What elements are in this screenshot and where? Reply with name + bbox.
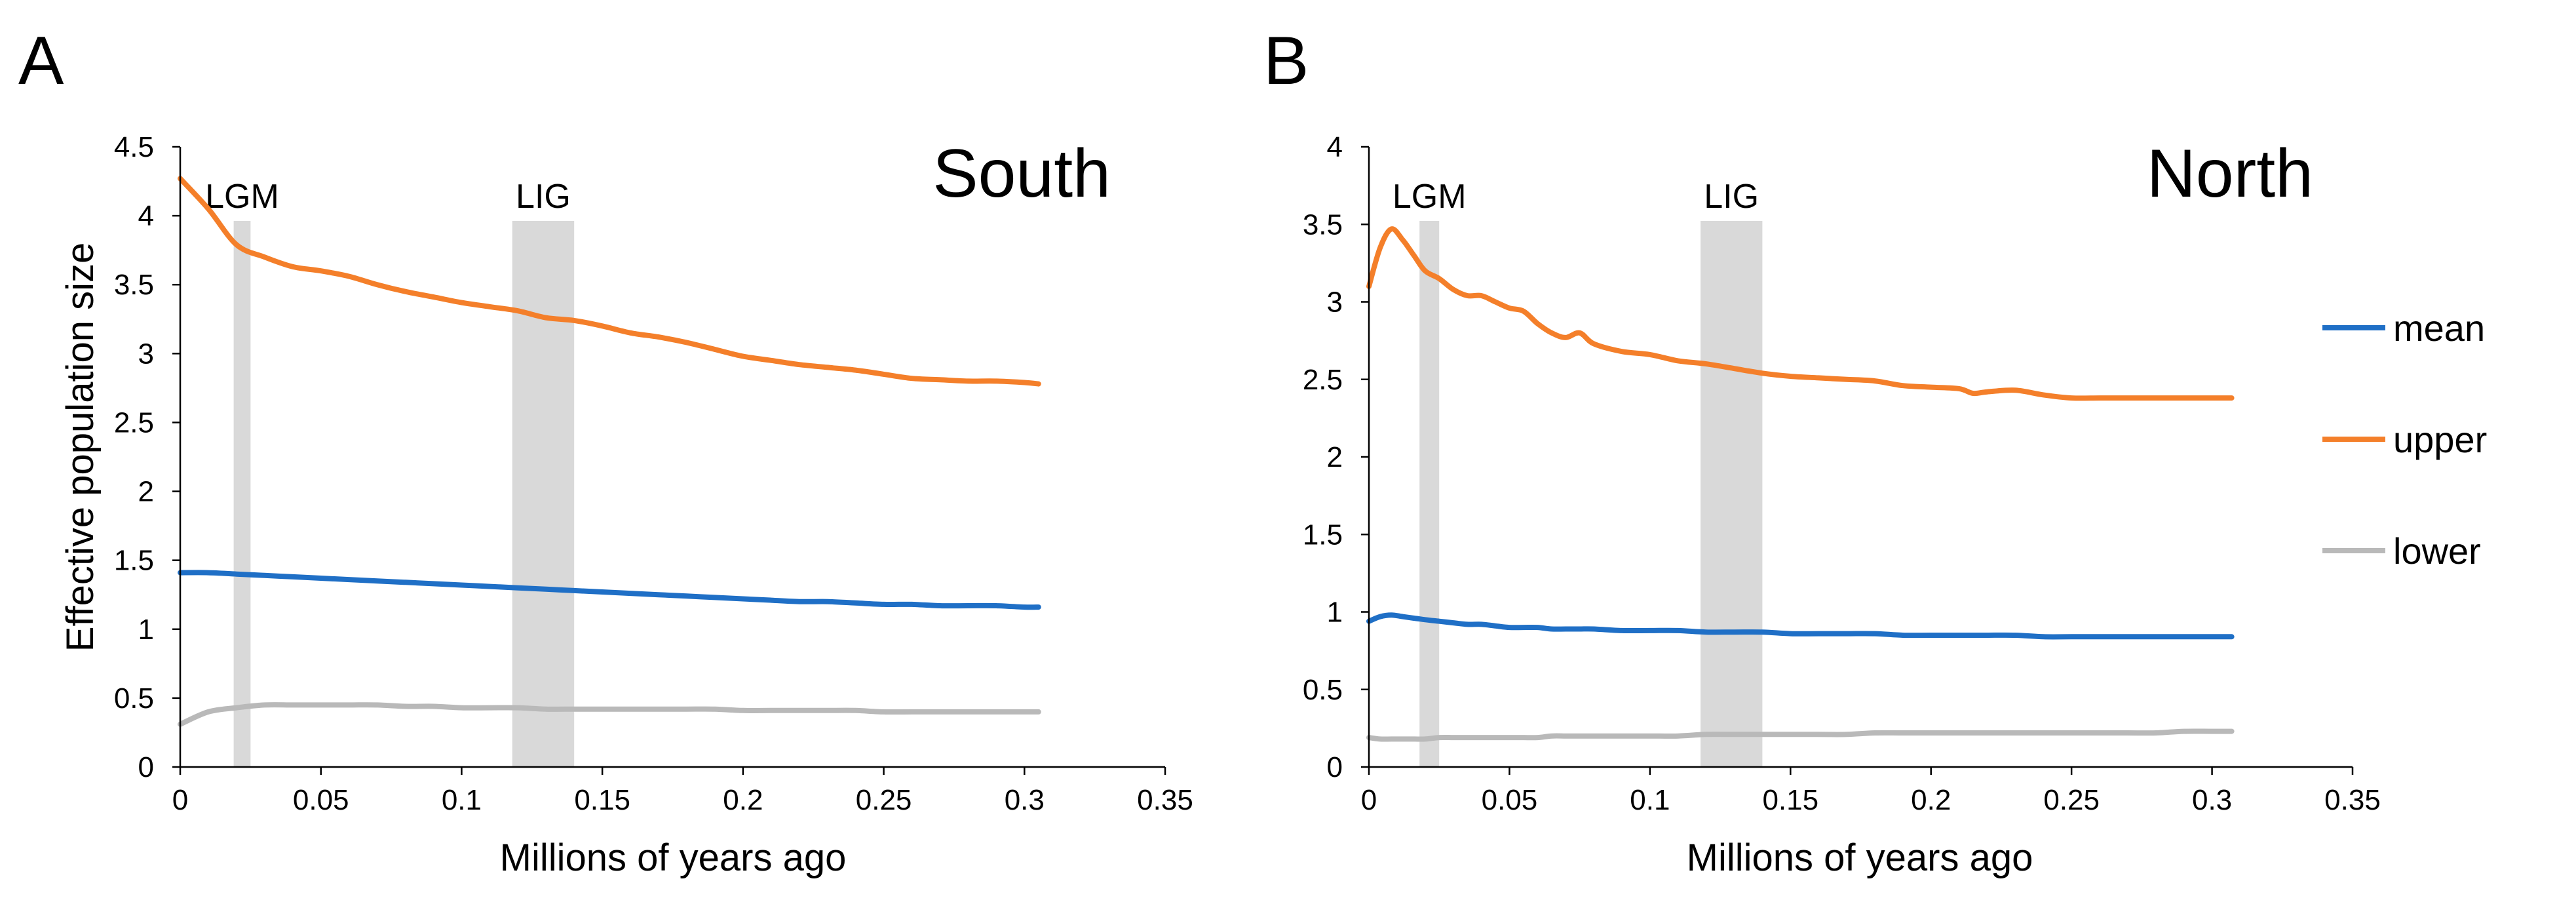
x-tick-label: 0.05 [1482,784,1538,816]
x-axis-label-south: Millions of years ago [500,836,847,879]
series-line-lower [178,702,1041,727]
x-tick-label: 0.15 [1762,784,1818,816]
series-line-mean [178,570,1041,610]
panel-letter-a: A [18,23,64,99]
x-tick-label: 0.3 [2192,784,2232,816]
chart-title-north: North [2147,136,2313,212]
series-line-upper [178,176,1041,387]
panel-south: A South Effective population size Millio… [18,23,1193,879]
x-tick-label: 0.2 [1911,784,1951,816]
y-tick-label: 3 [1327,286,1343,319]
y-tick-label: 2 [1327,441,1343,473]
legend-label-upper: upper [2393,419,2487,460]
y-tick-label: 1 [138,614,154,646]
band-label-lig: LIG [1704,178,1759,216]
y-tick-label: 2.5 [114,406,154,439]
x-tick-label: 0.05 [293,784,349,816]
x-tick-label: 0.25 [856,784,912,816]
x-tick-label: 0.15 [574,784,630,816]
x-tick-label: 0 [1361,784,1377,816]
y-tick-label: 0 [1327,751,1343,783]
band-label-lgm: LGM [205,178,279,216]
legend-label-mean: mean [2393,307,2485,349]
x-axis-label-north: Millions of years ago [1687,836,2033,879]
band-label-lgm: LGM [1393,178,1467,216]
series-lines-north [1366,226,2235,742]
panel-letter-b: B [1263,23,1309,99]
x-tick-label: 0.2 [723,784,763,816]
series-line-mean [1366,612,2235,640]
y-tick-label: 2.5 [1303,364,1343,396]
y-tick-label: 1.5 [1303,519,1343,551]
shaded-band-lig [512,221,575,767]
band-label-lig: LIG [516,178,571,216]
panel-north: B North Millions of years ago LGM LIG 0 0.… [1263,23,2381,879]
x-tick-label: 0.1 [1630,784,1670,816]
y-tick-label: 3.5 [114,269,154,301]
x-tick-label: 0 [172,784,188,816]
chart-title-south: South [932,136,1111,212]
axes-south: 0 0.5 1 1.5 2 2.5 3 3.5 4 4.5 0 0.05 0.1 0.15 0.2 0.25 0… [114,131,1193,816]
shaded-bands-north: LGM LIG [1393,178,1763,767]
y-tick-label: 4.5 [114,131,154,163]
y-tick-label: 4 [1327,131,1343,163]
series-line-lower [1366,728,2235,742]
x-tick-label: 0.25 [2043,784,2100,816]
x-tick-label: 0.35 [2324,784,2381,816]
shaded-band-lgm [1419,221,1440,767]
legend-label-lower: lower [2393,530,2481,572]
x-tick-label: 0.3 [1005,784,1045,816]
x-tick-label: 0.1 [442,784,482,816]
series-line-upper [1366,226,2235,401]
y-tick-label: 1 [1327,597,1343,629]
axes-north: 0 0.5 1 1.5 2 2.5 3 3.5 4 0 0.05 0.1 0.15 0.2 0.25 0.3 0… [1303,131,2381,816]
y-tick-label: 1.5 [114,545,154,577]
shaded-band-lig [1701,221,1763,767]
y-tick-label: 3.5 [1303,208,1343,241]
y-tick-label: 3 [138,338,154,370]
shaded-bands-south: LGM LIG [205,178,575,767]
legend: mean upper lower [2322,307,2487,572]
series-lines-south [178,176,1041,727]
y-tick-label: 0.5 [114,682,154,715]
y-tick-label: 4 [138,200,154,232]
y-tick-label: 2 [138,476,154,508]
y-tick-label: 0.5 [1303,674,1343,706]
y-tick-label: 0 [138,751,154,783]
x-tick-label: 0.35 [1137,784,1193,816]
shaded-band-lgm [233,221,251,767]
y-axis-label: Effective population size [59,243,102,652]
